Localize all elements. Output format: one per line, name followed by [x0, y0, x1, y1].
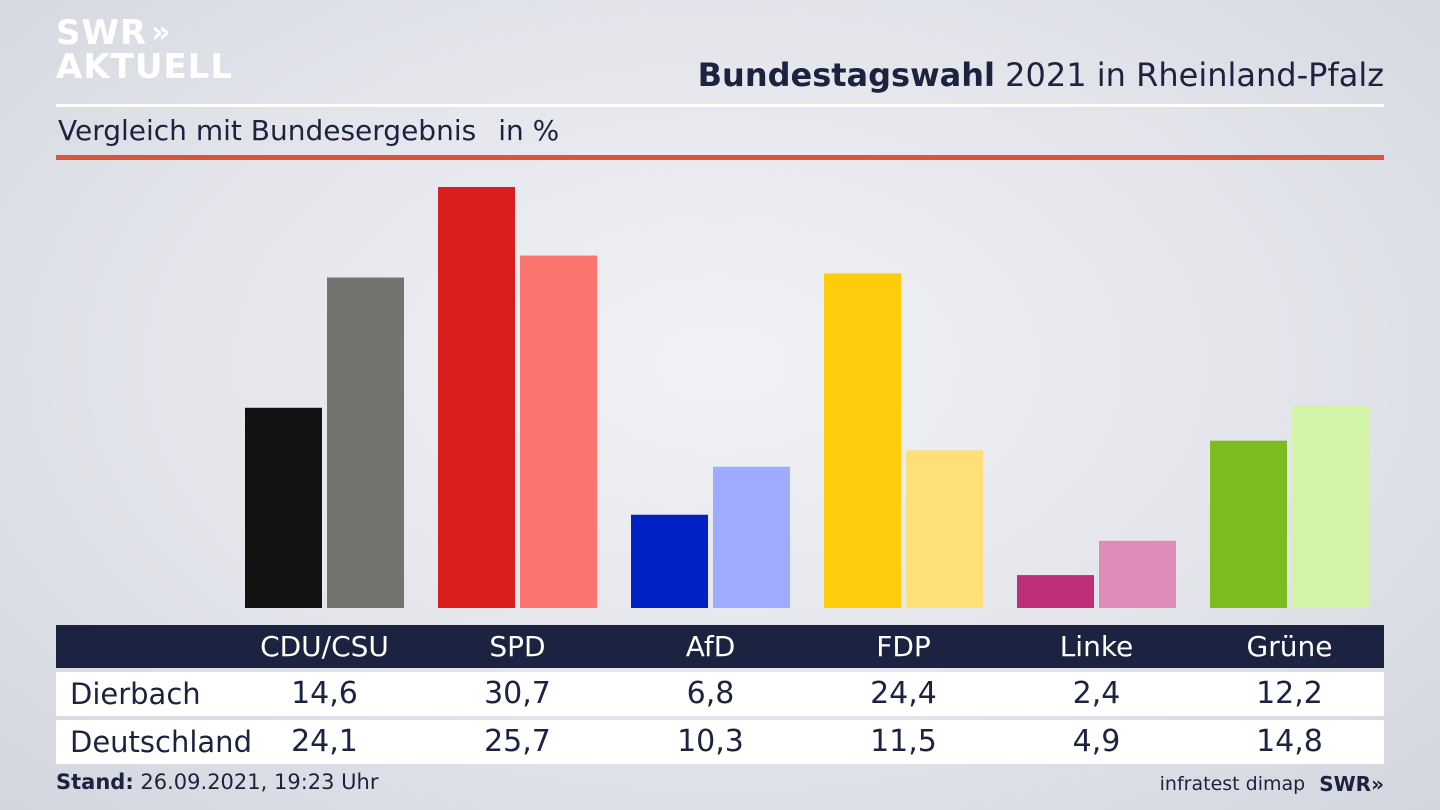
- logo-line1: SWR: [56, 13, 148, 53]
- value-cell: 4,9: [1072, 724, 1121, 759]
- swr-aktuell-logo: SWR» AKTUELL: [56, 13, 234, 87]
- table-header-row: CDU/CSU SPD AfD FDP Linke Grüne: [56, 625, 1384, 668]
- value-cell: 14,8: [1256, 724, 1323, 759]
- bar-deutschland-linke: [1099, 540, 1176, 608]
- table-row: Dierbach 14,6 30,7 6,8 24,4 2,4 12,2: [56, 672, 1384, 716]
- results-table: CDU/CSU SPD AfD FDP Linke Grüne Dierbach 14,6…: [56, 625, 1384, 764]
- bar-deutschland-spd: [520, 255, 597, 608]
- logo-line2: AKTUELL: [56, 47, 234, 87]
- source-text: infratest dimap: [1159, 773, 1306, 795]
- column-header: SPD: [489, 630, 546, 663]
- value-cell: 12,2: [1256, 676, 1323, 711]
- swr-brand-text: SWR: [1319, 772, 1372, 796]
- chart-subtitle: Vergleich mit Bundesergebnis in %: [58, 114, 559, 147]
- value-cell: 30,7: [484, 676, 551, 711]
- swr-brand: SWR»: [1319, 772, 1384, 796]
- subtitle-divider: [56, 155, 1384, 160]
- row-label-deutschland: Deutschland: [70, 725, 252, 759]
- subtitle-text: Vergleich mit Bundesergebnis: [58, 114, 477, 147]
- value-cell: 6,8: [686, 676, 735, 711]
- page-title-rest: 2021 in Rheinland-Pfalz: [995, 56, 1384, 94]
- value-cell: 24,4: [870, 676, 937, 711]
- value-cell: 2,4: [1072, 676, 1121, 711]
- page-title-bold: Bundestagswahl: [697, 56, 995, 94]
- timestamp: Stand: 26.09.2021, 19:23 Uhr: [56, 770, 379, 794]
- bar-dierbach-fdp: [824, 273, 901, 608]
- value-cell: 11,5: [870, 724, 937, 759]
- bar-dierbach-afd: [631, 514, 708, 608]
- chevron-right-icon: »: [1371, 772, 1384, 796]
- source-credit: infratest dimap SWR»: [1160, 772, 1384, 796]
- column-header: CDU/CSU: [260, 630, 389, 663]
- bar-dierbach-cdu-csu: [245, 407, 322, 608]
- table-row: Deutschland 24,1 25,7 10,3 11,5 4,9 14,8: [56, 720, 1384, 764]
- bar-dierbach-gr-ne: [1210, 440, 1287, 608]
- bar-chart: [245, 187, 1369, 608]
- page-title: Bundestagswahl 2021 in Rheinland-Pfalz: [698, 56, 1384, 94]
- subtitle-unit: in %: [498, 114, 560, 147]
- stand-label: Stand:: [56, 770, 134, 794]
- value-cell: 25,7: [484, 724, 551, 759]
- bar-dierbach-linke: [1017, 575, 1094, 608]
- header-divider: [56, 104, 1384, 107]
- column-header: Linke: [1059, 630, 1134, 663]
- bar-deutschland-afd: [713, 466, 790, 608]
- column-header: AfD: [685, 630, 736, 663]
- value-cell: 24,1: [291, 724, 358, 759]
- row-label-dierbach: Dierbach: [70, 677, 201, 711]
- bar-dierbach-spd: [438, 187, 515, 608]
- bar-deutschland-gr-ne: [1292, 405, 1369, 608]
- bar-deutschland-fdp: [906, 450, 983, 608]
- column-header: FDP: [876, 630, 931, 663]
- column-header: Grüne: [1246, 630, 1333, 663]
- stand-value: 26.09.2021, 19:23 Uhr: [133, 770, 379, 794]
- value-cell: 10,3: [677, 724, 744, 759]
- bar-deutschland-cdu-csu: [327, 277, 404, 608]
- value-cell: 14,6: [291, 676, 358, 711]
